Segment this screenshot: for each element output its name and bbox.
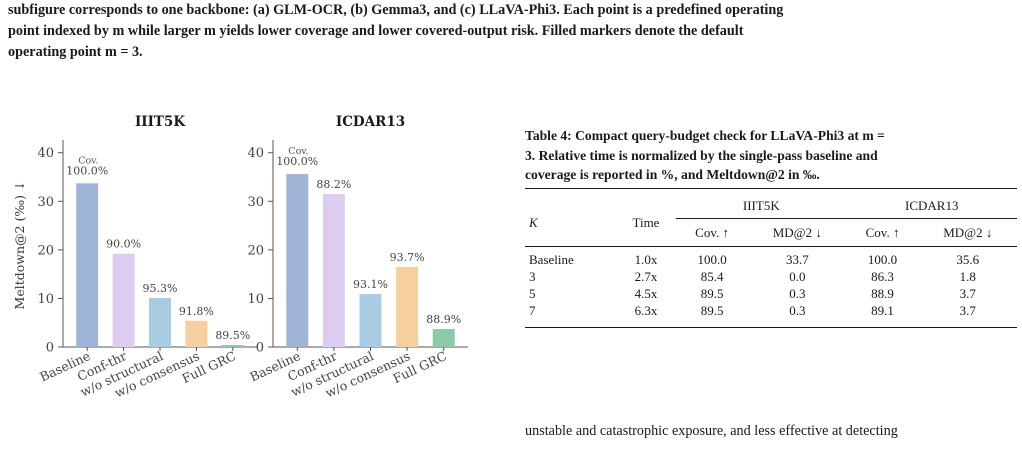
y-tick-label: 10 [247,292,264,307]
bar [149,297,171,347]
y-tick-label: 30 [37,195,54,210]
table-row: 3 2.7x 85.4 0.0 86.3 1.8 [525,268,1017,285]
cell-md-iiit5k: 33.7 [785,252,809,267]
y-tick-label: 20 [37,243,54,258]
cell-time: 2.7x [634,269,658,284]
col-header-k: K [529,215,538,230]
cell-cov-iiit5k: 85.4 [700,269,724,284]
y-tick-label: 0 [46,341,54,356]
table-4-caption: Table 4: Compact query-budget check for … [525,126,1020,185]
bar-label: 91.8% [179,305,214,318]
col-group-iiit5k: IIIT5K [742,198,780,213]
col-header-time: Time [632,215,660,230]
col-group-icdar13: ICDAR13 [905,198,959,213]
col-header-cov-1: Cov. ↑ [676,218,749,247]
table-row: 5 4.5x 89.5 0.3 88.9 3.7 [525,285,1017,302]
cell-cov-iiit5k: 89.5 [700,286,724,301]
table-4-caption-line-1: Table 4: Compact query-budget check for … [525,128,885,143]
bar-label: 88.9% [426,313,461,326]
cell-md-icdar13: 1.8 [959,269,976,284]
y-tick-label: 40 [37,146,54,161]
cell-cov-icdar13: 100.0 [867,252,898,267]
cell-md-icdar13: 35.6 [956,252,980,267]
cell-time: 1.0x [634,252,658,267]
cell-md-iiit5k: 0.3 [789,303,806,318]
y-axis-label: Meltdown@2 (‰) ↓ [12,181,27,310]
bar-label: 89.5% [215,329,250,342]
bar-label: 100.0% [276,155,318,168]
bar [286,174,309,347]
table-4-body: Baseline 1.0x 100.0 33.7 100.0 35.6 3 2.7x 85.4 0… [525,246,1017,328]
bar-label-cov: Cov. [78,155,98,166]
y-tick-label: 20 [247,243,264,258]
bar [112,253,135,347]
y-tick-label: 10 [37,292,54,307]
bar-label: 95.3% [143,282,178,295]
bar [221,345,244,347]
cell-cov-icdar13: 86.3 [871,269,894,284]
cell-cov-icdar13: 89.1 [871,303,894,318]
table-row: 7 6.3x 89.5 0.3 89.1 3.7 [525,302,1017,328]
figure-caption: subfigure corresponds to one backbone: (… [8,0,1018,63]
table-4-caption-line-3: coverage is reported in %, and Meltdown@… [525,167,820,182]
cell-time: 4.5x [634,286,658,301]
col-header-md-2: MD@2 ↓ [918,218,1017,247]
col-header-md-1: MD@2 ↓ [748,218,847,247]
table-row: Baseline 1.0x 100.0 33.7 100.0 35.6 [525,246,1017,269]
bar-label-cov: Cov. [288,146,308,157]
cell-md-icdar13: 3.7 [959,303,976,318]
table-4-header: K Time IIIT5K ICDAR13 Cov. ↑ MD@2 ↓ Cov.… [525,188,1017,247]
cell-md-iiit5k: 0.0 [789,269,806,284]
y-tick-label: 40 [247,146,264,161]
bar-label: 100.0% [66,164,108,177]
chart-title: ICDAR13 [336,114,405,130]
bar-label: 93.1% [353,278,388,291]
cell-cov-iiit5k: 100.0 [697,252,727,267]
cell-md-icdar13: 3.7 [959,286,976,301]
bar [396,266,419,347]
cell-k: Baseline [529,252,574,267]
bar [185,320,208,347]
figure-caption-line-1: subfigure corresponds to one backbone: (… [8,2,784,18]
bar [359,294,382,347]
bar-label: 90.0% [106,238,141,251]
body-text: unstable and catastrophic exposure, and … [525,423,898,439]
cell-k: 3 [529,269,536,284]
y-tick-label: 0 [256,341,264,356]
bar-label: 88.2% [316,178,351,191]
figure-caption-line-3: operating point m = 3. [8,44,143,60]
cell-cov-iiit5k: 89.5 [700,303,724,318]
table-4-caption-line-2: 3. Relative time is normalized by the si… [525,147,878,163]
bar [76,183,99,347]
figure-bar-charts: IIIT5K 0 10 20 30 40 Meltdown@2 (‰) ↓ Cov. 100.0… [10,96,480,426]
figure-caption-line-2: point indexed by m while larger m yields… [8,23,744,39]
cell-cov-icdar13: 88.9 [871,286,894,301]
table-4: K Time IIIT5K ICDAR13 Cov. ↑ MD@2 ↓ Cov.… [525,188,1017,328]
cell-time: 6.3x [634,303,658,318]
cell-md-iiit5k: 0.3 [789,286,806,301]
bar-label: 93.7% [390,251,425,264]
chart-title: IIIT5K [135,114,186,130]
cell-k: 5 [529,286,536,301]
bar [322,194,345,347]
col-header-cov-2: Cov. ↑ [846,218,919,247]
cell-k: 7 [529,303,536,318]
y-tick-label: 30 [247,195,264,210]
bar [432,329,455,347]
